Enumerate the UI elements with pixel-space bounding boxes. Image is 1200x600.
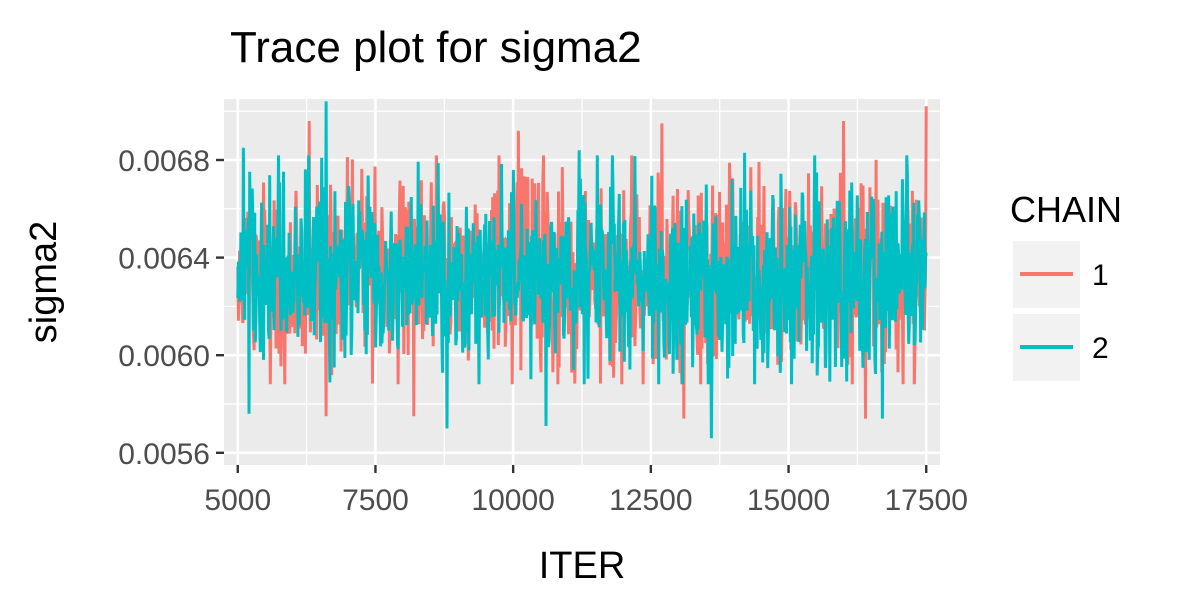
y-tick-label: 0.0056 bbox=[118, 438, 210, 471]
y-tick-label: 0.0060 bbox=[118, 340, 210, 373]
legend-title: CHAIN bbox=[1010, 189, 1122, 230]
x-tick-label: 10000 bbox=[471, 484, 554, 517]
y-tick-label: 0.0068 bbox=[118, 145, 210, 178]
x-tick-label: 7500 bbox=[342, 484, 409, 517]
legend-label-chain-1: 1 bbox=[1092, 259, 1109, 292]
series-layer bbox=[236, 101, 928, 439]
x-tick-label: 17500 bbox=[885, 484, 968, 517]
x-tick-label: 5000 bbox=[204, 484, 271, 517]
y-axis: 0.0056 0.0060 0.0064 0.0068 bbox=[118, 145, 224, 471]
x-axis-title: ITER bbox=[539, 545, 626, 587]
y-axis-title: sigma2 bbox=[23, 221, 65, 344]
chart-title: Trace plot for sigma2 bbox=[230, 23, 642, 72]
legend: CHAIN 1 2 bbox=[1010, 189, 1122, 381]
series-line-chain-2 bbox=[236, 101, 928, 439]
x-axis: 5000 7500 10000 12500 15000 17500 bbox=[204, 465, 968, 517]
legend-label-chain-2: 2 bbox=[1092, 332, 1109, 365]
x-tick-label: 15000 bbox=[747, 484, 830, 517]
y-tick-label: 0.0064 bbox=[118, 243, 210, 276]
x-tick-label: 12500 bbox=[609, 484, 692, 517]
